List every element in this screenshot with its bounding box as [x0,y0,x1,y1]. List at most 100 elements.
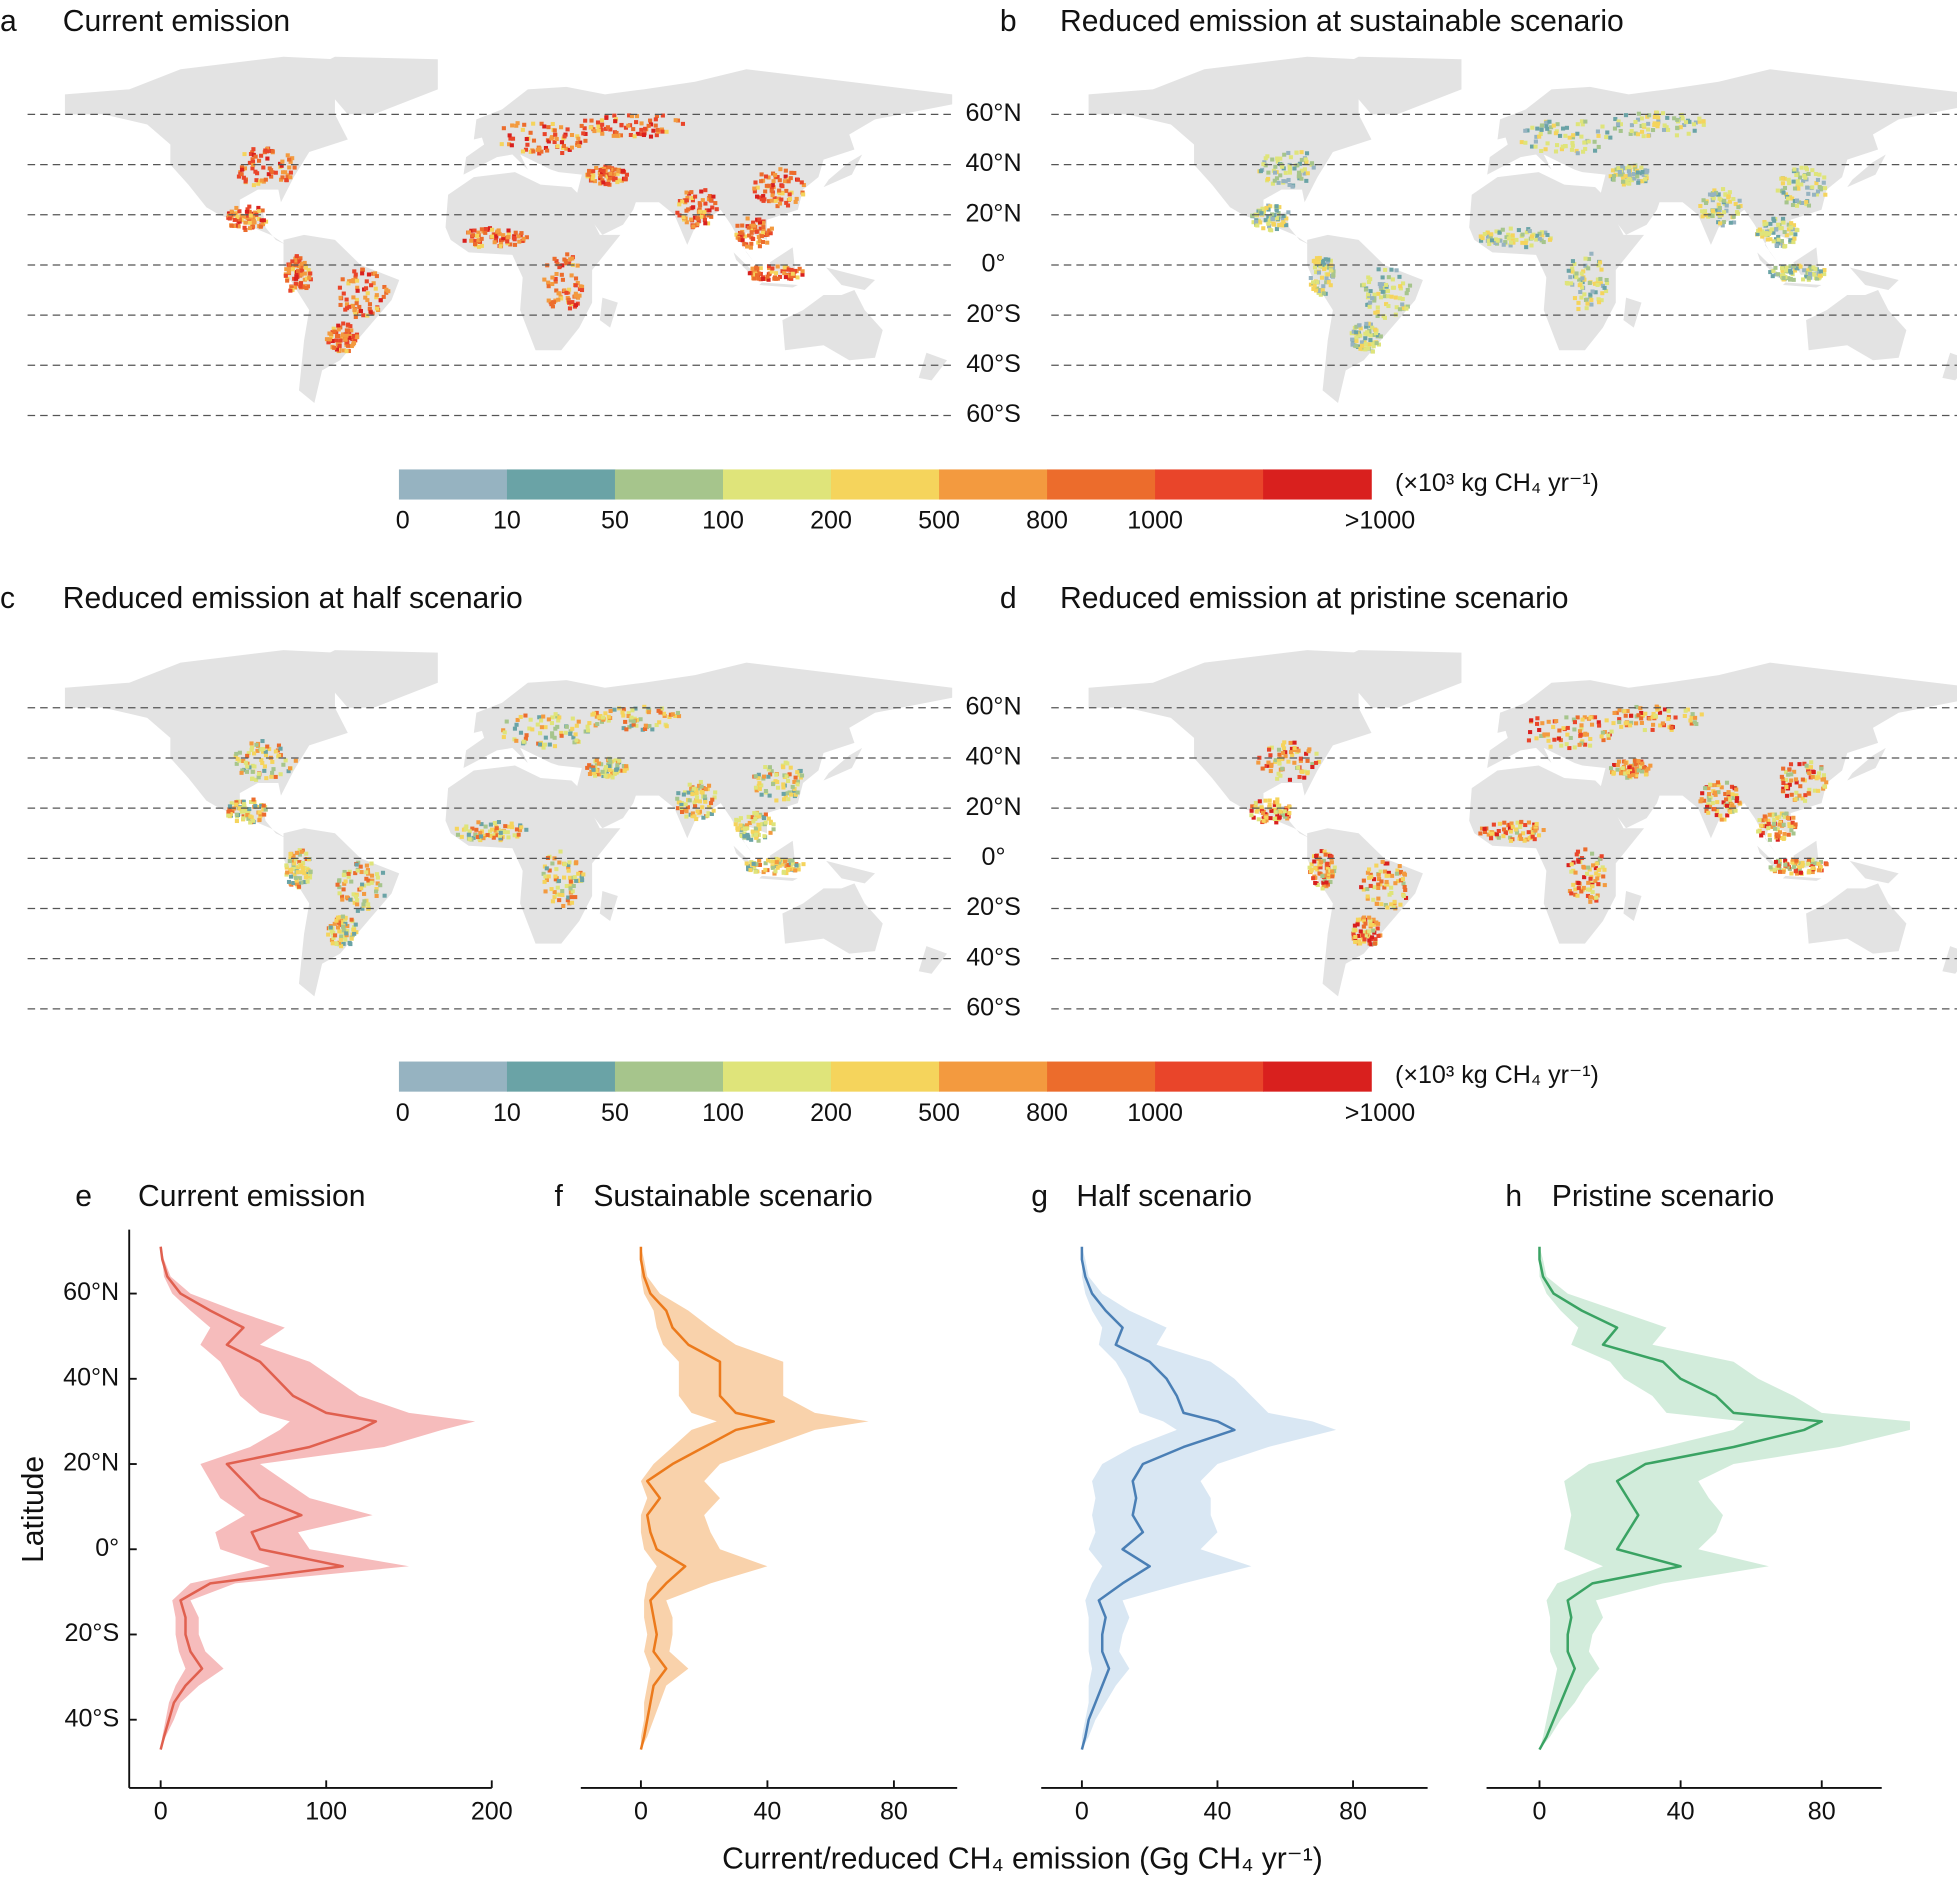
emission-pixel [1573,870,1578,875]
emission-pixel [255,748,260,753]
emission-pixel [677,800,682,805]
emission-pixel [287,263,293,268]
emission-pixel [734,817,739,822]
emission-pixel [1362,915,1367,920]
emission-pixel [1600,124,1605,129]
emission-pixel [1806,171,1811,176]
latitude-label: 20°S [966,300,1021,328]
emission-pixel [308,271,313,276]
emission-pixel [301,860,306,865]
emission-pixel [654,133,659,138]
emission-pixel [1506,236,1511,241]
emission-pixel [1397,864,1402,869]
emission-pixel [1795,182,1800,187]
emission-pixel [543,145,549,150]
emission-pixel [492,820,497,825]
emission-pixel [487,226,493,231]
emission-pixel [1780,176,1785,181]
emission-pixel [1734,793,1739,798]
emission-pixel [1488,234,1493,239]
emission-pixel [785,761,790,766]
emission-pixel [1375,926,1380,931]
emission-pixel [1815,189,1821,194]
emission-pixel [345,328,351,333]
emission-pixel [1793,822,1798,827]
emission-pixel [781,870,786,875]
emission-pixel [1822,186,1828,191]
emission-pixel [1328,880,1333,885]
emission-pixel [234,751,239,756]
emission-pixel [765,274,770,279]
emission-pixel [623,719,628,724]
emission-pixel [1595,282,1600,287]
emission-pixel [596,124,601,129]
emission-pixel [691,224,696,229]
emission-pixel [1376,885,1381,890]
emission-pixel [1535,233,1540,238]
emission-pixel [601,717,606,722]
emission-pixel [1634,773,1639,778]
emission-pixel [324,337,330,342]
emission-pixel [1633,131,1638,136]
emission-pixel [374,893,379,898]
emission-pixel [696,219,701,224]
emission-pixel [459,834,464,839]
emission-pixel [638,717,643,722]
emission-pixel [288,288,293,293]
colorbar-label: 50 [601,1099,629,1127]
emission-pixel [353,310,358,315]
emission-pixel [227,807,232,812]
emission-pixel [241,816,246,821]
emission-pixel [1791,223,1797,228]
emission-pixel [1629,178,1635,183]
emission-pixel [1370,296,1375,301]
emission-pixel [1579,726,1584,731]
emission-pixel [1712,192,1717,197]
emission-pixel [1323,852,1328,857]
emission-pixel [262,764,267,769]
emission-pixel [1788,762,1794,767]
x-tick-label: 0 [1075,1798,1089,1826]
emission-pixel [298,281,304,286]
emission-pixel [1794,790,1799,795]
emission-pixel [1714,813,1719,818]
emission-pixel [1286,759,1291,764]
emission-pixel [344,302,350,307]
emission-pixel [295,269,301,274]
emission-pixel [1572,720,1578,725]
emission-pixel [620,710,625,715]
emission-pixel [1798,784,1803,789]
emission-pixel [1588,295,1593,300]
emission-pixel [1556,736,1561,741]
emission-pixel [573,895,578,900]
emission-pixel [364,286,369,291]
emission-pixel [341,887,346,892]
emission-pixel [1717,196,1722,201]
emission-pixel [1368,922,1373,927]
emission-pixel [1675,126,1680,131]
emission-pixel [738,816,743,821]
emission-pixel [491,835,496,840]
emission-pixel [1354,330,1359,335]
emission-pixel [770,782,776,787]
emission-pixel [1305,758,1310,763]
emission-pixel [1585,887,1590,892]
emission-pixel [1275,813,1280,818]
emission-pixel [463,827,469,832]
emission-pixel [1784,770,1789,775]
emission-pixel [300,261,305,266]
emission-pixel [659,127,664,132]
emission-pixel [1374,341,1379,346]
emission-pixel [259,758,264,763]
emission-pixel [1581,149,1586,154]
emission-pixel [1251,220,1256,225]
emission-pixel [626,714,631,719]
emission-pixel [497,833,503,838]
emission-pixel [760,220,765,225]
emission-pixel [285,175,290,180]
emission-pixel [757,217,762,222]
emission-pixel [782,797,787,802]
emission-pixel [1801,179,1806,184]
emission-pixel [772,196,777,201]
emission-pixel [735,223,740,228]
